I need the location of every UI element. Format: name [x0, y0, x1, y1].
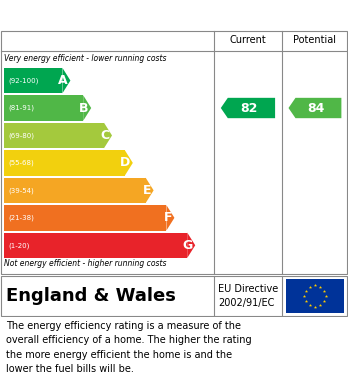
Text: D: D [120, 156, 130, 169]
Polygon shape [187, 233, 195, 258]
Text: B: B [79, 102, 89, 115]
Text: (55-68): (55-68) [8, 160, 34, 166]
Text: Very energy efficient - lower running costs: Very energy efficient - lower running co… [4, 54, 166, 63]
Bar [4, 178, 145, 203]
Polygon shape [125, 150, 133, 176]
Text: England & Wales: England & Wales [6, 287, 176, 305]
Bar [4, 123, 104, 148]
Bar [4, 68, 62, 93]
Text: (39-54): (39-54) [8, 187, 34, 194]
Text: EU Directive
2002/91/EC: EU Directive 2002/91/EC [218, 284, 278, 308]
Text: Current: Current [230, 36, 266, 45]
Text: (21-38): (21-38) [8, 215, 34, 221]
Text: C: C [101, 129, 110, 142]
Text: 84: 84 [308, 102, 325, 115]
Text: (81-91): (81-91) [8, 105, 34, 111]
Text: G: G [183, 239, 193, 252]
Bar [4, 233, 187, 258]
Polygon shape [145, 178, 153, 203]
Bar [4, 150, 125, 176]
Polygon shape [104, 123, 112, 148]
Polygon shape [288, 98, 341, 118]
Bar [4, 95, 83, 121]
Text: 82: 82 [241, 102, 258, 115]
Polygon shape [83, 95, 91, 121]
Text: Not energy efficient - higher running costs: Not energy efficient - higher running co… [4, 258, 166, 267]
Text: (1-20): (1-20) [8, 242, 29, 249]
Polygon shape [221, 98, 275, 118]
Polygon shape [166, 205, 174, 231]
Bar [4, 205, 166, 231]
Text: E: E [143, 184, 151, 197]
Text: F: F [164, 211, 172, 224]
Text: Potential: Potential [293, 36, 337, 45]
Polygon shape [62, 68, 70, 93]
Text: (69-80): (69-80) [8, 132, 34, 139]
Bar [286, 279, 344, 313]
Text: The energy efficiency rating is a measure of the
overall efficiency of a home. T: The energy efficiency rating is a measur… [6, 321, 252, 374]
Text: (92-100): (92-100) [8, 77, 38, 84]
Text: Energy Efficiency Rating: Energy Efficiency Rating [8, 6, 237, 24]
Text: A: A [58, 74, 68, 87]
